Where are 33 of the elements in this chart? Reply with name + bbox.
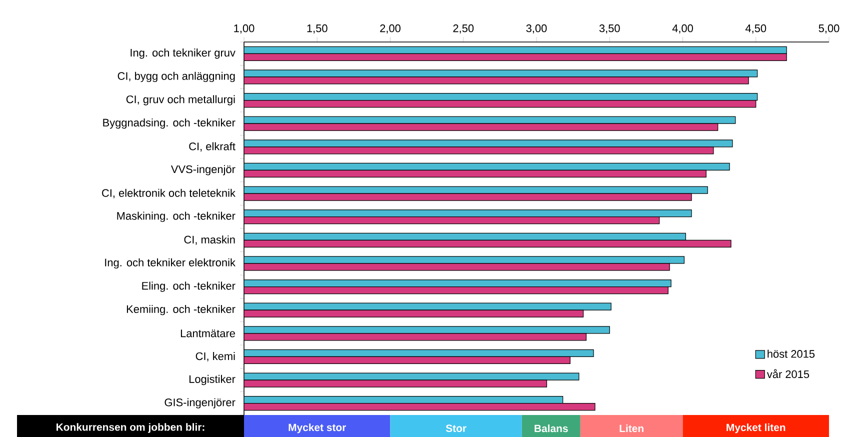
x-tick-label: 3,00 (526, 24, 547, 34)
y-tick-label: Byggnadsing. och -tekniker (103, 118, 236, 129)
y-tick-label: Maskining. och -tekniker (117, 212, 236, 222)
band-label: Balans (534, 424, 568, 432)
y-tick-label: Ing. och tekniker gruv (130, 48, 236, 59)
legend-label: vår 2015 (766, 369, 810, 378)
y-tick-label: Kemiing. och -tekniker (126, 304, 236, 316)
y-tick-label: CI, elkraft (189, 142, 236, 152)
x-tick-label: 4,50 (745, 24, 766, 34)
band-label: Liten (620, 424, 644, 432)
x-tick-label: 1,00 (234, 24, 254, 34)
x-tick-label: 1,50 (307, 24, 328, 34)
x-tick-label: 2,00 (380, 24, 400, 34)
y-tick-label: Ing. och tekniker elektronik (105, 258, 236, 269)
text: Konkurrensen om jobben blir: (56, 423, 204, 433)
band-label: Mycket stor (288, 423, 346, 434)
y-tick-label: CI, kemi (196, 352, 235, 362)
y-tick-label: GIS-ingenjörer (164, 398, 236, 408)
x-tick-label: 3,50 (599, 24, 620, 34)
x-tick-label: 2,50 (453, 24, 474, 34)
y-tick-label: CI, bygg och anläggning (118, 72, 235, 82)
y-tick-label: CI, gruv och metallurgi (126, 95, 235, 106)
band-label: Stor (446, 424, 466, 432)
x-tick-label: 4,00 (672, 24, 693, 34)
y-tick-label: Lantmätare (180, 330, 235, 338)
y-tick-label: CI, elektronik och teleteknik (102, 188, 236, 198)
y-tick-label: VVS-ingenjör (170, 165, 236, 176)
legend-label: höst 2015 (768, 350, 815, 358)
y-tick-label: Logistiker (189, 374, 236, 386)
y-tick-label: CI, maskin (184, 235, 235, 245)
x-tick-label: 5,00 (818, 24, 840, 34)
band-label: Mycket liten (726, 423, 786, 434)
y-tick-label: Eling. och -tekniker (142, 282, 236, 292)
